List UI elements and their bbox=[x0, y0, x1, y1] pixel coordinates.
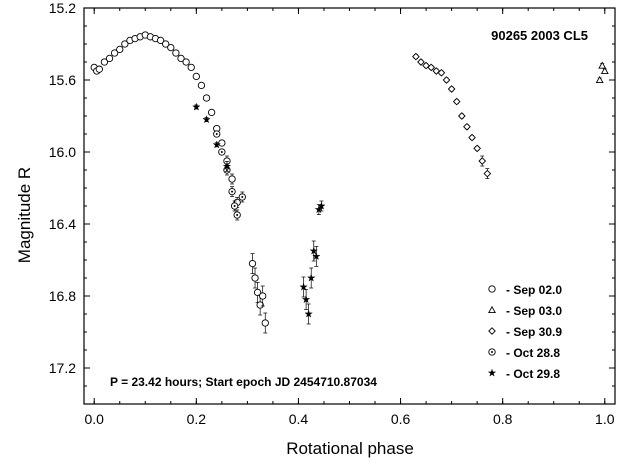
data-point-0-34 bbox=[259, 292, 267, 300]
data-point-0-26 bbox=[218, 139, 226, 147]
data-point-4-2 bbox=[212, 140, 221, 149]
y-tick-label: 16.8 bbox=[49, 288, 76, 304]
data-point-4-4 bbox=[299, 282, 308, 291]
data-point-0-19 bbox=[182, 58, 190, 66]
data-point-4-6 bbox=[304, 309, 313, 318]
data-point-2-14 bbox=[483, 169, 492, 178]
data-point-1-2 bbox=[595, 75, 604, 84]
data-point-0-21 bbox=[192, 72, 200, 81]
data-point-3-6 bbox=[238, 193, 246, 201]
data-point-0-16 bbox=[167, 43, 175, 52]
y-tick-label: 16.4 bbox=[49, 216, 76, 232]
y-tick-label: 17.2 bbox=[49, 360, 76, 376]
data-point-0-30 bbox=[248, 259, 257, 268]
data-point-0-18 bbox=[177, 54, 185, 63]
data-point-2-9 bbox=[457, 112, 466, 120]
data-point-0-31 bbox=[251, 274, 259, 282]
x-tick-label: 0.6 bbox=[391, 411, 411, 427]
x-tick-label: 0.2 bbox=[187, 411, 207, 427]
data-point-0-14 bbox=[156, 36, 165, 45]
data-point-2-7 bbox=[447, 85, 456, 93]
data-point-3-4 bbox=[230, 202, 239, 210]
data-point-0-33 bbox=[256, 301, 264, 309]
data-point-0-4 bbox=[105, 54, 114, 63]
data-point-0-28 bbox=[228, 175, 236, 183]
legend-marker bbox=[488, 348, 496, 356]
data-point-0-3 bbox=[100, 58, 109, 66]
plot-border bbox=[83, 7, 616, 405]
data-point-4-7 bbox=[306, 273, 316, 282]
data-point-0-35 bbox=[261, 319, 269, 327]
legend-marker bbox=[488, 285, 496, 293]
legend-marker bbox=[488, 305, 496, 314]
plot-frame bbox=[83, 7, 616, 405]
data-point-0-24 bbox=[207, 108, 216, 117]
data-point-0-17 bbox=[172, 49, 180, 57]
legend: - Sep 02.0 - Sep 03.0 - Sep 30.9 - Oct 28.8… bbox=[487, 283, 562, 381]
data-point-4-0 bbox=[192, 102, 201, 111]
data-point-4-9 bbox=[312, 251, 321, 260]
data-point-2-13 bbox=[478, 157, 487, 165]
data-point-3-1 bbox=[218, 148, 226, 156]
data-point-3-5 bbox=[233, 211, 241, 219]
data-point-1-0 bbox=[598, 61, 607, 69]
legend-label: - Sep 02.0 bbox=[506, 283, 562, 297]
x-axis-label: Rotational phase bbox=[286, 439, 414, 458]
data-point-0-5 bbox=[110, 49, 119, 57]
data-point-4-3 bbox=[222, 161, 232, 170]
data-point-0-7 bbox=[121, 40, 129, 48]
y-axis-ticks: 15.2 15.6 16.0 16.4 16.8 17.2 bbox=[49, 0, 615, 405]
data-point-0-15 bbox=[162, 40, 170, 48]
data-point-0-20 bbox=[187, 63, 195, 72]
data-point-2-5 bbox=[437, 68, 446, 77]
data-point-0-6 bbox=[116, 45, 124, 54]
data-point-3-3 bbox=[228, 187, 236, 196]
y-tick-label: 15.2 bbox=[49, 0, 76, 16]
data-point-0-23 bbox=[202, 94, 211, 102]
data-point-1-1 bbox=[600, 66, 609, 75]
period-annotation: P = 23.42 hours; Start epoch JD 2454710.… bbox=[110, 375, 377, 389]
legend-marker bbox=[488, 327, 496, 335]
data-point-2-12 bbox=[473, 144, 481, 153]
legend-label: - Oct 28.8 bbox=[506, 346, 560, 360]
data-point-0-2 bbox=[95, 65, 103, 73]
data-point-0-32 bbox=[253, 288, 262, 297]
data-point-2-0 bbox=[412, 52, 420, 61]
x-axis-ticks: 0.0 0.2 0.4 0.6 0.8 1.0 bbox=[84, 8, 615, 427]
legend-marker bbox=[487, 368, 497, 377]
data-points bbox=[90, 31, 609, 334]
data-point-2-10 bbox=[463, 122, 471, 131]
data-point-3-0 bbox=[213, 130, 221, 138]
data-point-2-11 bbox=[468, 133, 476, 142]
x-tick-label: 0.0 bbox=[84, 411, 104, 427]
legend-label: - Oct 29.8 bbox=[506, 367, 560, 381]
y-axis-label: Magnitude R bbox=[15, 167, 34, 263]
data-point-2-8 bbox=[452, 97, 461, 106]
x-tick-label: 1.0 bbox=[595, 411, 615, 427]
data-point-2-3 bbox=[427, 63, 436, 72]
chart-title: 90265 2003 CL5 bbox=[491, 28, 588, 43]
y-tick-label: 16.0 bbox=[49, 144, 76, 160]
data-point-0-22 bbox=[197, 81, 206, 90]
x-tick-label: 0.8 bbox=[493, 411, 513, 427]
data-point-2-1 bbox=[417, 58, 425, 66]
x-tick-label: 0.4 bbox=[289, 411, 309, 427]
data-point-4-5 bbox=[301, 295, 311, 304]
y-tick-label: 15.6 bbox=[49, 72, 76, 88]
data-point-4-11 bbox=[317, 201, 326, 210]
data-point-4-1 bbox=[202, 115, 211, 124]
legend-label: - Sep 03.0 bbox=[506, 304, 562, 318]
legend-label: - Sep 30.9 bbox=[506, 325, 562, 339]
data-point-2-6 bbox=[442, 76, 451, 84]
